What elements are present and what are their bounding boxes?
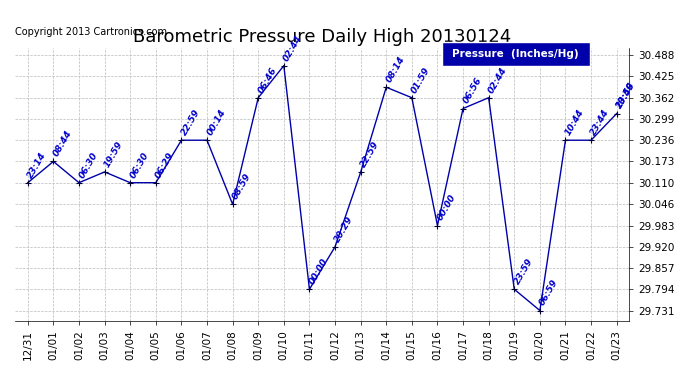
Text: 23:59: 23:59 xyxy=(615,81,637,110)
Text: 06:30: 06:30 xyxy=(77,150,99,180)
Text: 02:44: 02:44 xyxy=(282,33,304,63)
Text: 06:46: 06:46 xyxy=(256,65,279,94)
Text: 08:59: 08:59 xyxy=(230,172,253,201)
Text: 00:14: 00:14 xyxy=(205,108,227,137)
Text: 20:29: 20:29 xyxy=(333,214,355,244)
Text: 23:44: 23:44 xyxy=(589,108,611,137)
Text: 19:59: 19:59 xyxy=(103,140,125,169)
Text: 23:14: 23:14 xyxy=(26,150,48,180)
Text: 06:59: 06:59 xyxy=(538,278,560,308)
Text: 08:44: 08:44 xyxy=(52,129,74,158)
Text: 06:29: 06:29 xyxy=(154,150,176,180)
Title: Barometric Pressure Daily High 20130124: Barometric Pressure Daily High 20130124 xyxy=(133,28,511,46)
Text: 00:00: 00:00 xyxy=(308,257,330,286)
Text: 00:00: 00:00 xyxy=(435,193,457,222)
Text: 22:59: 22:59 xyxy=(179,108,201,137)
Text: 10:46: 10:46 xyxy=(615,81,637,110)
FancyBboxPatch shape xyxy=(442,42,589,66)
Text: 06:30: 06:30 xyxy=(128,150,150,180)
Text: 10:44: 10:44 xyxy=(564,108,586,137)
Text: 01:59: 01:59 xyxy=(410,65,432,94)
Text: 22:59: 22:59 xyxy=(359,140,381,169)
Text: 06:56: 06:56 xyxy=(461,76,483,105)
Text: 02:44: 02:44 xyxy=(486,65,509,94)
Text: Copyright 2013 Cartronics.com: Copyright 2013 Cartronics.com xyxy=(15,27,167,37)
Text: Pressure  (Inches/Hg): Pressure (Inches/Hg) xyxy=(453,49,579,59)
Text: 08:14: 08:14 xyxy=(384,55,406,84)
Text: 23:59: 23:59 xyxy=(513,257,535,286)
